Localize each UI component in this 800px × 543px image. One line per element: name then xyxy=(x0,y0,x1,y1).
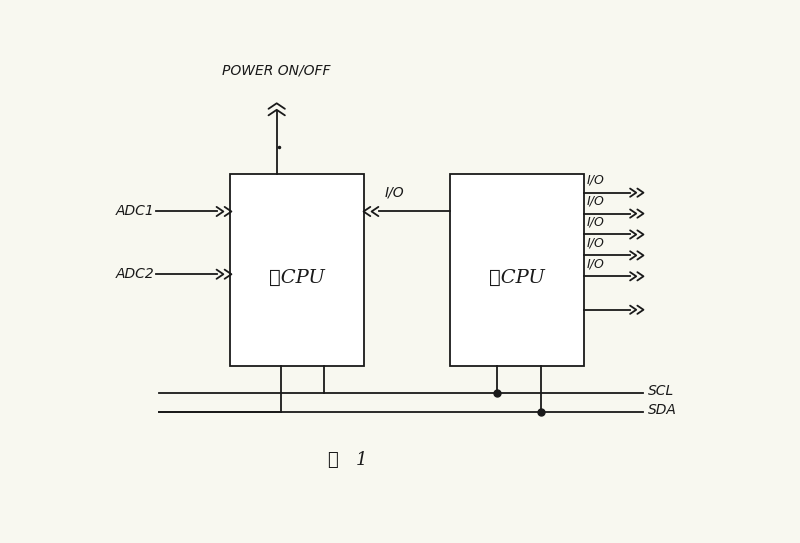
Text: I/O: I/O xyxy=(586,215,605,228)
Text: ADC1: ADC1 xyxy=(115,205,154,218)
Text: ADC2: ADC2 xyxy=(115,267,154,281)
Bar xyxy=(230,174,363,366)
Text: I/O: I/O xyxy=(586,194,605,207)
Text: SCL: SCL xyxy=(647,384,674,398)
Text: 主CPU: 主CPU xyxy=(489,269,545,287)
Bar xyxy=(450,174,583,366)
Text: I/O: I/O xyxy=(586,236,605,249)
Text: I/O: I/O xyxy=(385,186,404,200)
Text: SDA: SDA xyxy=(647,403,676,417)
Text: I/O: I/O xyxy=(586,173,605,186)
Text: POWER ON/OFF: POWER ON/OFF xyxy=(222,64,331,78)
Text: I/O: I/O xyxy=(586,257,605,270)
Text: 图   1: 图 1 xyxy=(328,451,368,469)
Text: 子CPU: 子CPU xyxy=(269,269,325,287)
